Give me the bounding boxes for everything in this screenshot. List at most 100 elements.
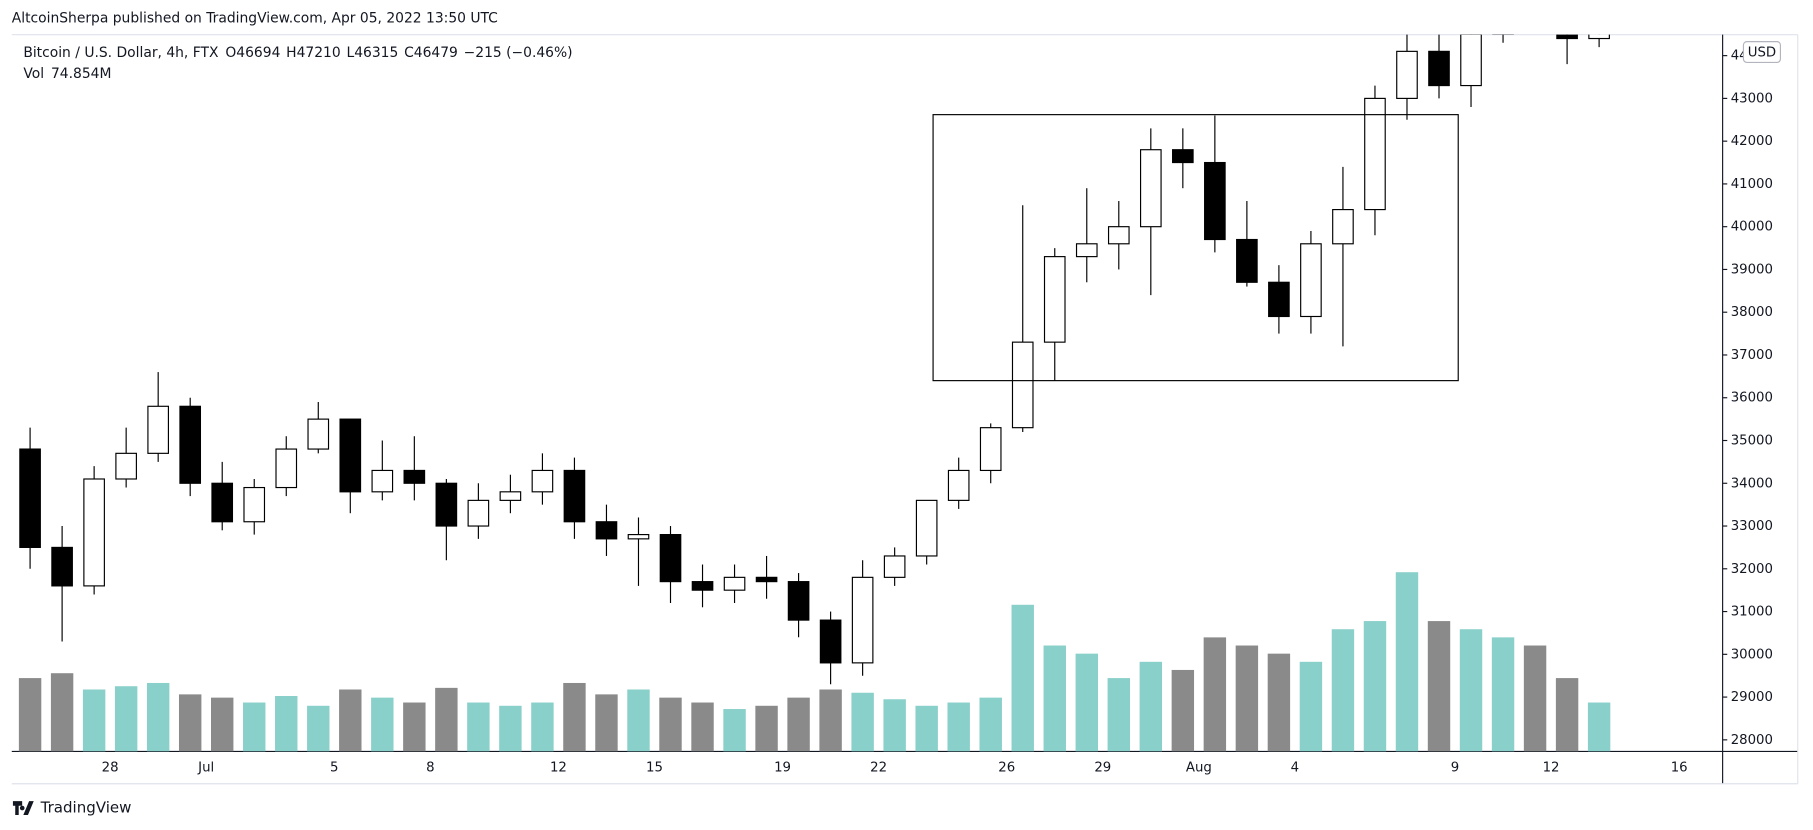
- volume-bar: [595, 694, 618, 752]
- candle-body: [627, 534, 650, 540]
- volume-bar: [755, 705, 778, 752]
- candle-body: [435, 482, 458, 527]
- symbol: Bitcoin / U.S. Dollar, 4h, FTX: [23, 45, 219, 61]
- currency: USD: [1748, 46, 1776, 61]
- ohlc-value: 46479: [414, 45, 458, 61]
- candle-body: [1428, 50, 1450, 87]
- legend-line: Bitcoin / U.S. Dollar, 4h, FTX O46694 H472…: [23, 45, 572, 61]
- volume-bar: [1395, 572, 1419, 752]
- volume-bar: [531, 702, 554, 752]
- y-tick-label: 38000: [1731, 305, 1773, 320]
- candle-body: [1043, 256, 1066, 343]
- volume-bar: [243, 702, 266, 752]
- y-tick-label: 34000: [1731, 476, 1773, 491]
- candle-body: [1011, 341, 1034, 429]
- candle-body: [659, 534, 682, 583]
- candle-body: [1139, 149, 1162, 228]
- y-tick-label: 41000: [1731, 177, 1773, 192]
- volume-bar: [1267, 653, 1291, 752]
- volume-bar: [499, 705, 522, 752]
- volume-bar: [211, 697, 234, 752]
- candle-body: [467, 499, 490, 527]
- candle-layer: [19, 0, 1610, 685]
- candle-body: [979, 427, 1002, 472]
- y-tick-label: 40000: [1731, 220, 1773, 235]
- x-tick-label: 15: [646, 761, 663, 776]
- candle-body: [1492, 34, 1514, 35]
- x-tick-label: 8: [426, 761, 434, 776]
- y-tick-label: 36000: [1731, 391, 1773, 406]
- candle-body: [1236, 238, 1258, 283]
- candle-body: [147, 405, 169, 454]
- volume-bar: [1331, 629, 1355, 752]
- logo: TradingView: [12, 799, 131, 817]
- volume-bar: [787, 697, 810, 752]
- volume-bar: [339, 689, 362, 752]
- volume-bar: [1459, 629, 1483, 752]
- candle-body: [115, 452, 137, 480]
- candle-body: [1588, 34, 1610, 40]
- candle-body: [1268, 281, 1290, 318]
- volume-key: Vol: [23, 66, 44, 82]
- y-tick-label: 32000: [1731, 562, 1773, 577]
- candle-body: [211, 482, 234, 523]
- y-tick-label: 35000: [1731, 434, 1773, 449]
- candle-body: [371, 469, 394, 493]
- candle-body: [339, 418, 362, 493]
- ohlc-key: O: [225, 45, 236, 61]
- volume-line: Vol 74.854M: [23, 66, 111, 82]
- candle-body: [563, 469, 586, 523]
- y-tick-label: 33000: [1731, 519, 1773, 534]
- x-tick-label: 12: [550, 761, 567, 776]
- volume-bar: [146, 682, 170, 752]
- candle-body: [947, 469, 970, 501]
- x-tick-label: 9: [1451, 761, 1459, 776]
- candle-body: [1525, 0, 1545, 13]
- candle-body: [851, 576, 874, 664]
- y-tick-label: 31000: [1731, 605, 1773, 620]
- volume-bar: [178, 694, 202, 752]
- volume-bar: [435, 687, 458, 752]
- candle-body: [275, 448, 298, 489]
- currency-badge: [1742, 41, 1782, 64]
- x-tick-label: 29: [1094, 761, 1111, 776]
- candle-body: [883, 555, 906, 578]
- ohlc-value: 47210: [297, 45, 341, 61]
- volume-bar: [1107, 678, 1131, 752]
- y-tick-label: 30000: [1731, 647, 1773, 662]
- y-tick-label: 37000: [1731, 348, 1773, 363]
- candle-body: [499, 491, 522, 501]
- candle-body: [83, 478, 105, 587]
- volume-bar: [371, 697, 394, 752]
- x-tick-label: 16: [1671, 761, 1688, 776]
- volume-bar: [1555, 678, 1579, 752]
- volume-bar: [1363, 621, 1387, 752]
- volume-bar: [723, 709, 746, 752]
- volume-bar: [563, 682, 586, 752]
- y-tick-label: 39000: [1731, 262, 1773, 277]
- volume-bar: [1203, 637, 1227, 752]
- publisher-line: AltcoinSherpa published on TradingView.c…: [12, 10, 498, 26]
- candle-body: [691, 581, 714, 591]
- volume-bar: [627, 689, 650, 752]
- candle-body: [1396, 50, 1418, 99]
- volume-bar: [307, 705, 330, 752]
- candle-body: [723, 576, 746, 591]
- volume-bar: [82, 689, 106, 752]
- volume-bar: [1235, 645, 1259, 752]
- change: −215 (−0.46%): [464, 45, 573, 61]
- candle-body: [403, 469, 426, 484]
- volume-bar: [1427, 621, 1451, 752]
- candle-body: [1204, 161, 1226, 241]
- x-tick-label: 4: [1291, 761, 1299, 776]
- candle-body: [755, 576, 778, 583]
- ohlc-value: 46694: [236, 45, 280, 61]
- ohlc-key: H: [286, 45, 296, 61]
- candle-body: [595, 521, 618, 540]
- candle-body: [915, 499, 938, 557]
- volume-bar: [947, 702, 970, 752]
- volume-bar: [403, 702, 426, 752]
- candle-body: [307, 418, 330, 450]
- x-tick-label: 12: [1543, 761, 1560, 776]
